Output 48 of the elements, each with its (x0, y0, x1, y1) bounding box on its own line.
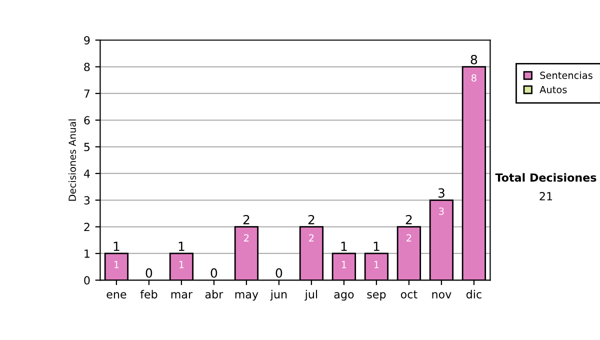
y-tick-label: 4 (84, 170, 90, 178)
total-label: 2 (243, 214, 250, 224)
text: 21 (540, 192, 552, 200)
x-tick-label: sep (367, 292, 386, 301)
data-label: 8 (472, 74, 476, 82)
data-label: 2 (309, 234, 314, 242)
total-label: 2 (308, 214, 314, 224)
total-label: 2 (406, 214, 412, 224)
total-label: 1 (341, 242, 347, 251)
y-tick-label: 2 (84, 222, 90, 232)
data-label: 3 (439, 208, 444, 215)
y-tick-label: 0 (84, 276, 90, 285)
total-label: 0 (146, 268, 152, 278)
total-label: 8 (470, 54, 478, 64)
x-tick-label: may (235, 292, 258, 301)
y-tick-label: 9 (84, 36, 90, 44)
x-tick-label: oct (400, 290, 418, 298)
total-label: 0 (276, 268, 282, 278)
y-axis-title: Decisiones Anual (68, 119, 76, 201)
data-label: 1 (374, 261, 379, 268)
x-tick-label: ago (334, 292, 354, 301)
y-tick-label: 5 (84, 142, 90, 152)
y-tick-label: 6 (84, 116, 90, 125)
data-label: 1 (342, 261, 346, 268)
x-tick-label: jun (270, 290, 287, 301)
x-tick-label: abr (205, 290, 224, 298)
legend-label: Sentencias (540, 71, 592, 80)
legend-label: Autos (540, 86, 567, 94)
x-tick-label: mar (171, 292, 193, 298)
x-tick-label: ene (106, 292, 126, 298)
text: Total Decisiones (495, 173, 596, 182)
total-label: 1 (374, 242, 380, 251)
x-tick-label: dic (466, 290, 482, 298)
x-tick-label: nov (432, 292, 452, 298)
y-tick-label: 7 (84, 90, 90, 98)
y-tick-label: 3 (84, 196, 90, 205)
y-tick-label: 1 (84, 250, 90, 258)
data-label: 1 (179, 261, 184, 268)
total-label: 0 (210, 268, 218, 278)
x-tick-label: jul (304, 290, 318, 301)
total-label: 1 (114, 242, 120, 251)
x-tick-label: feb (140, 290, 158, 298)
total-label: 3 (438, 188, 444, 198)
y-tick-label: 8 (84, 62, 90, 72)
total-label: 1 (178, 242, 184, 251)
data-label: 1 (114, 261, 119, 268)
data-label: 2 (244, 234, 249, 242)
data-label: 2 (406, 234, 412, 242)
